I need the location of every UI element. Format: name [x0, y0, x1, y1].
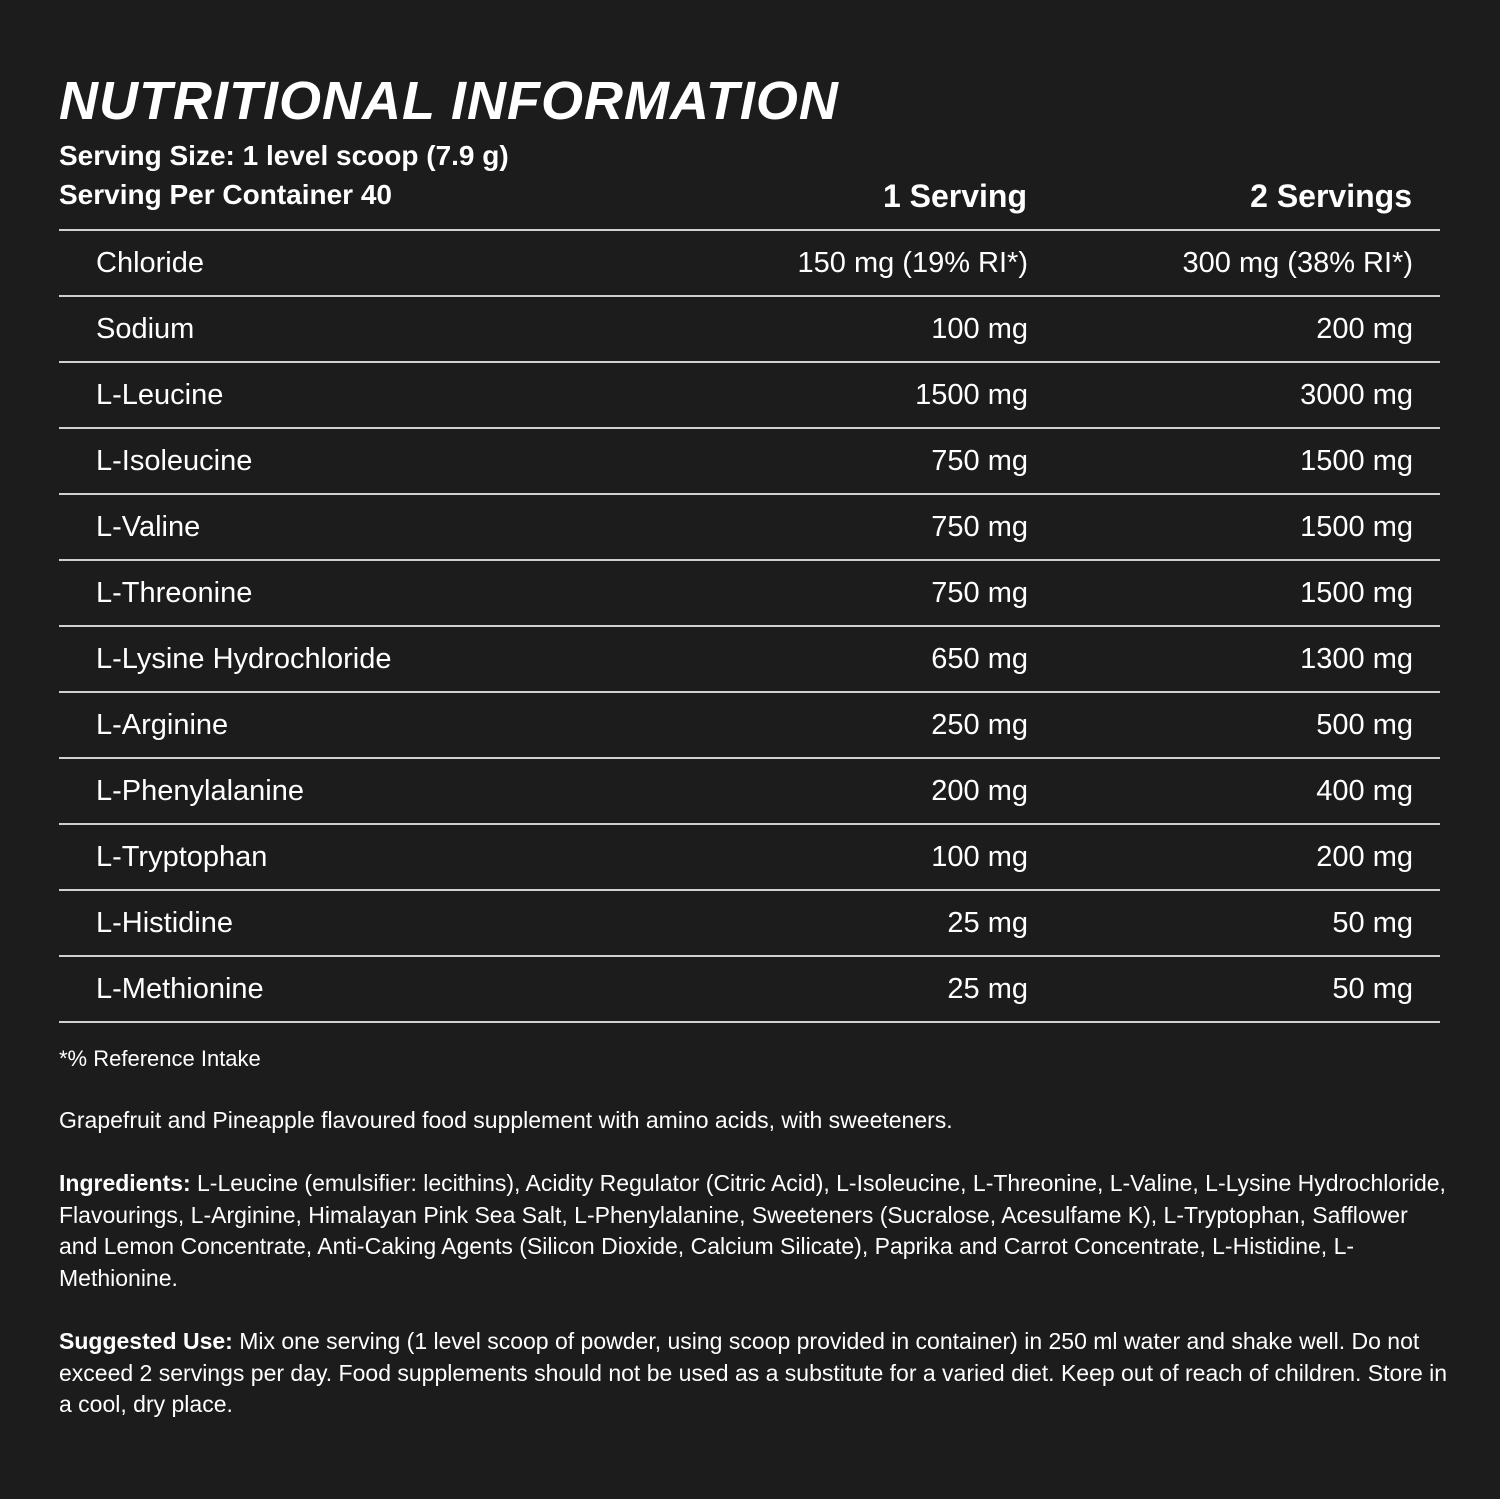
value-2-servings: 1500 mg [1300, 511, 1413, 543]
value-1-serving: 750 mg [931, 577, 1028, 609]
nutrient-name: L-Phenylalanine [96, 775, 304, 807]
value-2-servings: 1500 mg [1300, 577, 1413, 609]
table-row: L-Phenylalanine 200 mg 400 mg [59, 757, 1440, 823]
value-1-serving: 250 mg [931, 709, 1028, 741]
column-header-1-serving: 1 Serving [882, 178, 1027, 214]
table-row: L-Lysine Hydrochloride 650 mg 1300 mg [59, 625, 1440, 691]
table-row: L-Isoleucine 750 mg 1500 mg [59, 427, 1440, 493]
table-row: L-Arginine 250 mg 500 mg [59, 691, 1440, 757]
footnote: *% Reference Intake [59, 1046, 261, 1071]
value-2-servings: 500 mg [1316, 709, 1413, 741]
value-1-serving: 1500 mg [915, 379, 1028, 411]
value-2-servings: 50 mg [1332, 907, 1413, 939]
nutrient-name: L-Valine [96, 511, 201, 543]
description: Grapefruit and Pineapple flavoured food … [59, 1107, 953, 1133]
value-1-serving: 25 mg [947, 907, 1028, 939]
value-1-serving: 100 mg [931, 313, 1028, 345]
table-row: L-Valine 750 mg 1500 mg [59, 493, 1440, 559]
table-row: L-Histidine 25 mg 50 mg [59, 889, 1440, 955]
suggested-use: Suggested Use: Mix one serving (1 level … [59, 1326, 1449, 1421]
nutrient-name: L-Methionine [96, 973, 264, 1005]
table-row: L-Threonine 750 mg 1500 mg [59, 559, 1440, 625]
nutrient-name: L-Tryptophan [96, 841, 268, 873]
nutrient-name: Chloride [96, 247, 204, 279]
suggested-use-label: Suggested Use: [59, 1328, 233, 1354]
value-1-serving: 750 mg [931, 511, 1028, 543]
value-2-servings: 200 mg [1316, 313, 1413, 345]
value-2-servings: 50 mg [1332, 973, 1413, 1005]
ingredients-label: Ingredients: [59, 1170, 191, 1196]
value-2-servings: 3000 mg [1300, 379, 1413, 411]
table-row: L-Methionine 25 mg 50 mg [59, 955, 1440, 1023]
value-2-servings: 200 mg [1316, 841, 1413, 873]
value-1-serving: 650 mg [931, 643, 1028, 675]
value-1-serving: 25 mg [947, 973, 1028, 1005]
nutrient-name: L-Isoleucine [96, 445, 253, 477]
table-row: L-Tryptophan 100 mg 200 mg [59, 823, 1440, 889]
ingredients: Ingredients: L-Leucine (emulsifier: leci… [59, 1168, 1449, 1294]
ingredients-text: L-Leucine (emulsifier: lecithins), Acidi… [59, 1170, 1446, 1291]
table-row: Sodium 100 mg 200 mg [59, 295, 1440, 361]
table-row: Chloride 150 mg (19% RI*) 300 mg (38% RI*) [59, 229, 1440, 295]
suggested-use-text: Mix one serving (1 level scoop of powder… [59, 1328, 1448, 1418]
nutrient-name: L-Threonine [96, 577, 253, 609]
value-1-serving: 200 mg [931, 775, 1028, 807]
nutrient-name: Sodium [96, 313, 195, 345]
column-header-2-servings: 2 Servings [1250, 178, 1412, 214]
value-2-servings: 1300 mg [1300, 643, 1413, 675]
value-2-servings: 1500 mg [1300, 445, 1413, 477]
value-2-servings: 300 mg (38% RI*) [1182, 247, 1414, 279]
serving-size: Serving Size: 1 level scoop (7.9 g) [59, 140, 509, 171]
nutrient-name: L-Histidine [96, 907, 233, 939]
value-1-serving: 100 mg [931, 841, 1028, 873]
value-2-servings: 400 mg [1316, 775, 1413, 807]
table-row: L-Leucine 1500 mg 3000 mg [59, 361, 1440, 427]
nutrient-name: L-Leucine [96, 379, 224, 411]
value-1-serving: 750 mg [931, 445, 1028, 477]
nutrient-name: L-Arginine [96, 709, 229, 741]
nutrition-table: Chloride 150 mg (19% RI*) 300 mg (38% RI*)… [59, 229, 1440, 1023]
value-1-serving: 150 mg (19% RI*) [797, 247, 1029, 279]
nutrient-name: L-Lysine Hydrochloride [96, 643, 392, 675]
servings-per-container: Serving Per Container 40 [59, 179, 393, 210]
page-title: NUTRITIONAL INFORMATION [59, 71, 839, 131]
